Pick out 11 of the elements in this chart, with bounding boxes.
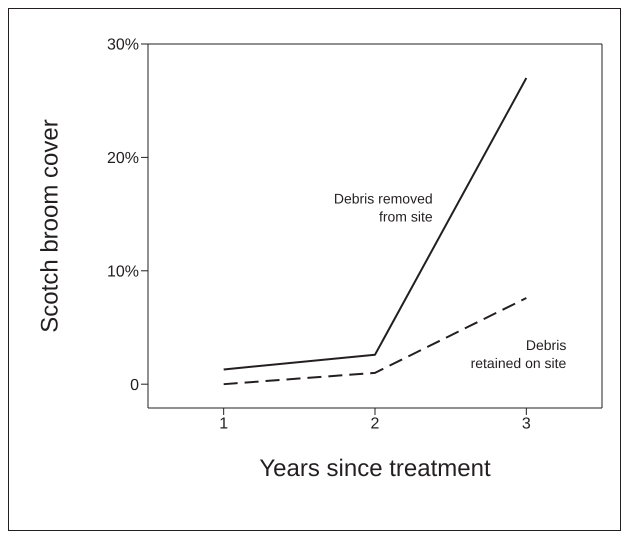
series-label: Debris removed from site bbox=[334, 190, 433, 224]
x-axis-title: Years since treatment bbox=[259, 455, 491, 482]
x-tick-label: 2 bbox=[370, 415, 380, 432]
y-tick-label: 0 bbox=[130, 376, 140, 394]
y-axis-title: Scotch broom cover bbox=[36, 119, 64, 333]
y-tick-label: 10% bbox=[106, 263, 139, 280]
x-tick-label: 1 bbox=[219, 415, 228, 432]
series-label: Debris retained on site bbox=[470, 337, 567, 372]
x-tick-label: 3 bbox=[522, 415, 531, 432]
y-tick-label: 20% bbox=[106, 150, 139, 168]
y-tick-label: 30% bbox=[106, 36, 139, 54]
